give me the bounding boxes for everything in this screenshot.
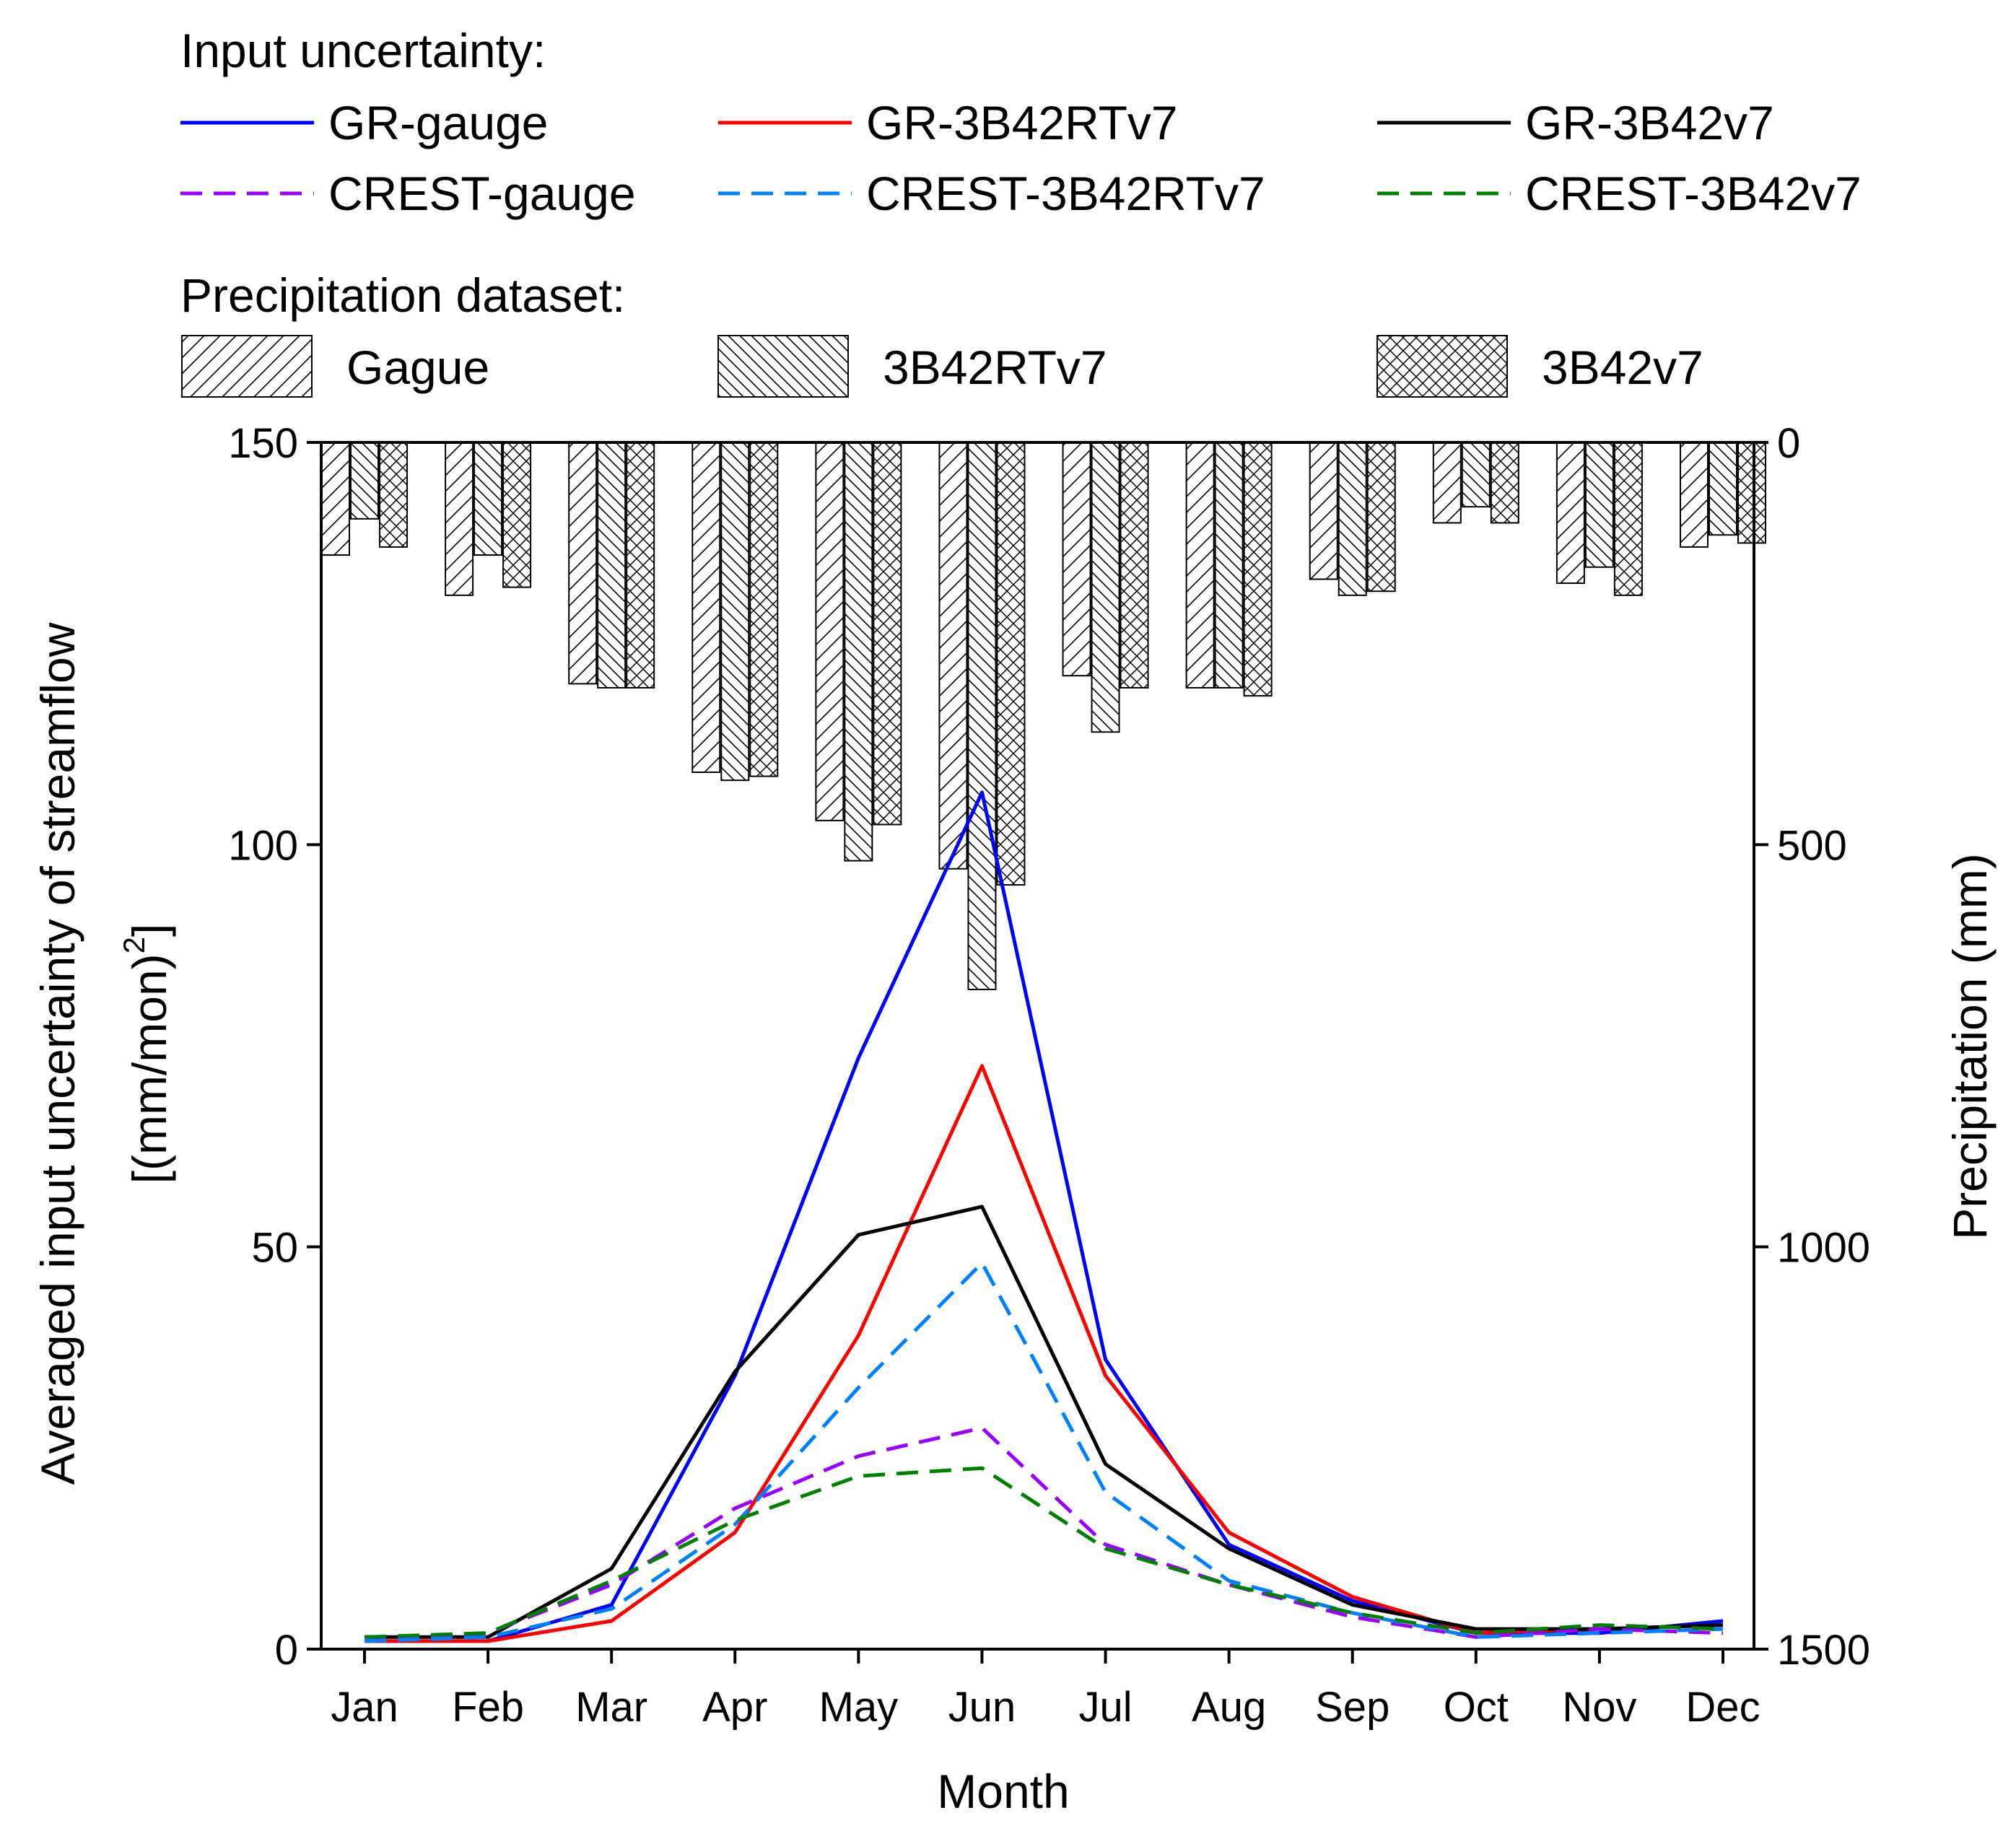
x-tick-label-apr: Apr [702, 1684, 767, 1731]
legend-label-crest-3b42v7: CREST-3B42v7 [1525, 167, 1862, 220]
precip-bar-3b42v7-mar [626, 442, 655, 689]
series-line-crest-3b42v7 [364, 1466, 1724, 1639]
x-tick-label-mar: Mar [575, 1684, 647, 1731]
precipitation-bars [321, 442, 1766, 990]
y-tick-label-150: 150 [228, 420, 298, 467]
series-line-crest-3b42rtv7 [364, 1261, 1724, 1643]
x-tick-label-aug: Aug [1192, 1684, 1266, 1731]
x-tick-label-feb: Feb [452, 1684, 524, 1731]
y-tick-label-50: 50 [251, 1225, 298, 1272]
x-tick-label-jul: Jul [1078, 1684, 1132, 1731]
precip-bar-3b42rtv7-may [844, 442, 873, 862]
x-tick-label-jan: Jan [331, 1684, 398, 1731]
plot-frame [320, 441, 1755, 1651]
y2-tick-label-1000: 1000 [1777, 1225, 1870, 1272]
precip-bar-3b42v7-dec [1737, 442, 1766, 544]
precip-bar-3b42rtv7-apr [720, 442, 750, 782]
legend-label-crest-3b42rtv7: CREST-3B42RTv7 [866, 167, 1265, 220]
legend-swatch-3b42v7 [1376, 335, 1508, 398]
legend-label-gr-3b42v7: GR-3B42v7 [1525, 96, 1774, 149]
precip-bar-3b42v7-may [873, 442, 902, 826]
y-axis-unit-close: ] [123, 924, 176, 937]
plot-area: Jan Feb Mar Apr May Jun Jul Aug Sep Oct Nov Dec 0 50 1… [228, 420, 1870, 1731]
x-tick-label-sep: Sep [1315, 1684, 1389, 1731]
precip-bar-gague-aug [1185, 442, 1215, 689]
precip-bar-gague-jul [1062, 442, 1091, 677]
y-axis-unit: [(mm/mon)2] [117, 924, 176, 1184]
legend-swatch-gague [181, 335, 313, 398]
x-tick-label-dec: Dec [1685, 1684, 1760, 1731]
precip-bar-gague-may [815, 442, 845, 821]
y-axis-unit-exponent: 2 [117, 937, 151, 953]
x-axis-title: Month [937, 1765, 1069, 1818]
precip-bar-3b42rtv7-nov [1584, 442, 1614, 568]
precip-bar-3b42v7-jul [1120, 442, 1149, 689]
precip-bar-3b42v7-jan [379, 442, 408, 548]
line-legend: Input uncertainty: GR-gauge GR-3B42RTv7 GR… [180, 24, 1862, 220]
precip-bar-gague-feb [445, 442, 474, 596]
precip-bar-3b42rtv7-oct [1461, 442, 1491, 508]
bar-legend: Precipitation dataset: Gague 3B42RTv7 3B42… [180, 268, 1703, 398]
y2-axis-title-text: Precipitation (mm) [1943, 853, 1997, 1239]
legend-swatch-3b42rtv7 [717, 335, 849, 398]
y2-tick-label-500: 500 [1777, 822, 1847, 869]
y-axis-title-main: Averaged input uncertainty of streamflow [31, 622, 84, 1485]
precip-bar-3b42rtv7-dec [1709, 442, 1737, 536]
y-tick-label-0: 0 [275, 1627, 298, 1674]
precip-bar-gague-apr [691, 442, 721, 774]
legend-label-gr-3b42rtv7: GR-3B42RTv7 [866, 96, 1178, 149]
y2-tick-label-0: 0 [1777, 420, 1800, 467]
precip-bar-3b42rtv7-sep [1338, 442, 1367, 596]
legend-label-gague: Gague [346, 341, 489, 394]
precip-bar-3b42rtv7-aug [1214, 442, 1244, 689]
precip-bar-3b42v7-apr [749, 442, 779, 777]
precip-bar-3b42v7-sep [1366, 442, 1396, 593]
precip-bar-3b42rtv7-mar [597, 442, 627, 689]
y2-tick-label-1500: 1500 [1777, 1627, 1870, 1674]
precip-bar-3b42rtv7-jul [1091, 442, 1120, 733]
precip-bar-gague-dec [1680, 442, 1709, 548]
precip-bar-gague-jun [938, 442, 968, 870]
y-axis-title: Averaged input uncertainty of streamflow [31, 622, 84, 1485]
precip-bar-3b42rtv7-jan [350, 442, 379, 520]
series-line-gr-3b42rtv7 [365, 1064, 1724, 1643]
precip-bar-gague-nov [1555, 442, 1585, 585]
bar-legend-title: Precipitation dataset: [180, 268, 625, 322]
precip-bar-3b42v7-jun [996, 442, 1026, 886]
precip-bar-gague-sep [1309, 442, 1338, 580]
svg-text:[(mm/mon)2]: [(mm/mon)2] [117, 924, 176, 1184]
legend-label-3b42rtv7: 3B42RTv7 [883, 341, 1107, 394]
precip-bar-gague-jan [321, 442, 350, 556]
precip-bar-3b42v7-aug [1243, 442, 1273, 697]
precip-bar-gague-mar [568, 442, 598, 685]
y-tick-label-100: 100 [228, 822, 298, 869]
precip-bar-3b42v7-oct [1490, 442, 1519, 524]
legend-label-crest-gauge: CREST-gauge [328, 167, 636, 220]
legend-label-3b42v7: 3B42v7 [1542, 341, 1703, 394]
x-tick-label-jun: Jun [948, 1684, 1016, 1731]
x-tick-label-may: May [819, 1684, 899, 1731]
line-legend-title: Input uncertainty: [180, 24, 546, 77]
y-axis-unit-base: [(mm/mon) [123, 953, 176, 1184]
precip-bar-3b42rtv7-jun [967, 442, 997, 990]
legend-label-gr-gauge: GR-gauge [328, 96, 549, 149]
x-tick-label-oct: Oct [1444, 1684, 1509, 1731]
series-line-crest-gauge [364, 1426, 1724, 1643]
series-line-gr-3b42v7 [365, 1205, 1724, 1639]
y2-axis-title: Precipitation (mm) [1943, 853, 1997, 1239]
precip-bar-3b42v7-nov [1613, 442, 1643, 596]
precip-bar-3b42rtv7-feb [474, 442, 503, 556]
precip-bar-3b42v7-feb [502, 442, 532, 588]
x-tick-label-nov: Nov [1562, 1684, 1636, 1731]
precip-bar-gague-oct [1432, 442, 1462, 524]
uncertainty-lines [364, 790, 1724, 1643]
